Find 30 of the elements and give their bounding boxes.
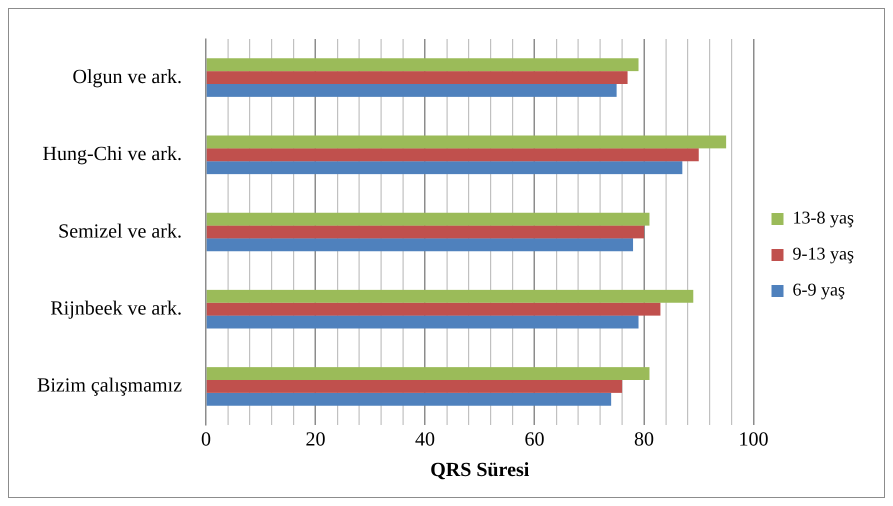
y-tick-label: Olgun ve ark. <box>72 66 182 88</box>
bar <box>206 148 699 162</box>
bar <box>206 302 660 316</box>
x-tick-label: 0 <box>200 428 211 450</box>
bar <box>206 316 639 328</box>
bar <box>206 238 634 252</box>
x-tick-label: 40 <box>414 428 435 450</box>
bar <box>206 84 617 97</box>
bar <box>206 290 694 303</box>
legend-label: 6-9 yaş <box>792 280 846 300</box>
bar <box>206 71 628 84</box>
bar <box>206 58 639 72</box>
x-axis-title: QRS Süresi <box>430 459 530 482</box>
y-tick-label: Hung-Chi ve ark. <box>42 143 182 166</box>
bar <box>206 161 682 174</box>
bar <box>206 136 726 148</box>
x-tick-label: 100 <box>738 428 769 450</box>
y-tick-label: Rijnbeek ve ark. <box>50 297 182 320</box>
bar <box>206 212 650 226</box>
bar <box>206 392 612 406</box>
bar <box>206 367 650 380</box>
x-tick-label: 20 <box>305 428 326 450</box>
legend-label: 13-8 yaş <box>792 208 854 228</box>
bar <box>206 226 644 238</box>
y-tick-label: Semizel ve ark. <box>58 220 182 242</box>
x-tick-label: 80 <box>634 428 654 450</box>
bar <box>206 380 622 393</box>
x-tick-label: 60 <box>524 428 544 450</box>
legend-label: 9-13 yaş <box>792 244 854 264</box>
y-tick-label: Bizim çalışmamız <box>36 374 182 397</box>
